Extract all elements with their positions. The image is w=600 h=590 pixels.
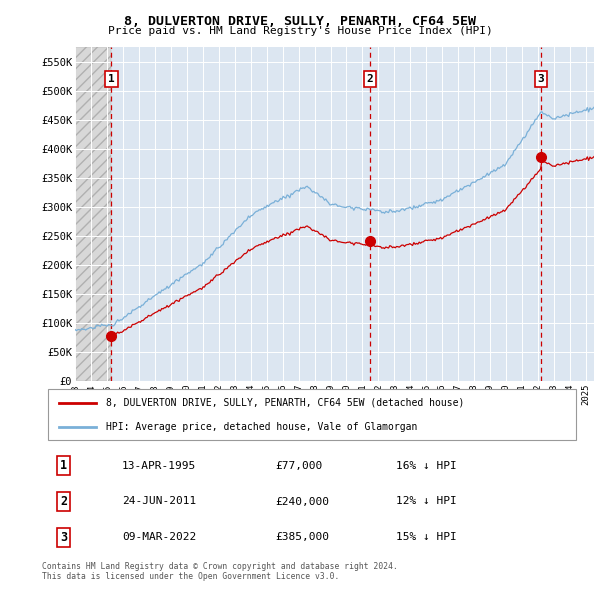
Text: £77,000: £77,000	[275, 461, 322, 471]
Text: 09-MAR-2022: 09-MAR-2022	[122, 532, 196, 542]
Text: 15% ↓ HPI: 15% ↓ HPI	[397, 532, 457, 542]
Text: This data is licensed under the Open Government Licence v3.0.: This data is licensed under the Open Gov…	[42, 572, 340, 581]
Text: Price paid vs. HM Land Registry's House Price Index (HPI): Price paid vs. HM Land Registry's House …	[107, 26, 493, 36]
Text: 24-JUN-2011: 24-JUN-2011	[122, 497, 196, 506]
Text: 2: 2	[60, 495, 67, 508]
Text: 1: 1	[60, 459, 67, 472]
Text: 16% ↓ HPI: 16% ↓ HPI	[397, 461, 457, 471]
Text: 8, DULVERTON DRIVE, SULLY, PENARTH, CF64 5EW: 8, DULVERTON DRIVE, SULLY, PENARTH, CF64…	[124, 15, 476, 28]
Text: £240,000: £240,000	[275, 497, 329, 506]
Bar	[75, 47, 112, 381]
Text: 3: 3	[538, 74, 545, 84]
Text: Contains HM Land Registry data © Crown copyright and database right 2024.: Contains HM Land Registry data © Crown c…	[42, 562, 398, 571]
Text: 12% ↓ HPI: 12% ↓ HPI	[397, 497, 457, 506]
Text: HPI: Average price, detached house, Vale of Glamorgan: HPI: Average price, detached house, Vale…	[106, 422, 418, 432]
Text: 2: 2	[367, 74, 373, 84]
FancyBboxPatch shape	[48, 389, 576, 440]
Text: 8, DULVERTON DRIVE, SULLY, PENARTH, CF64 5EW (detached house): 8, DULVERTON DRIVE, SULLY, PENARTH, CF64…	[106, 398, 464, 408]
Text: £385,000: £385,000	[275, 532, 329, 542]
Text: 3: 3	[60, 531, 67, 544]
Text: 1: 1	[108, 74, 115, 84]
Bar	[75, 47, 112, 381]
Text: 13-APR-1995: 13-APR-1995	[122, 461, 196, 471]
